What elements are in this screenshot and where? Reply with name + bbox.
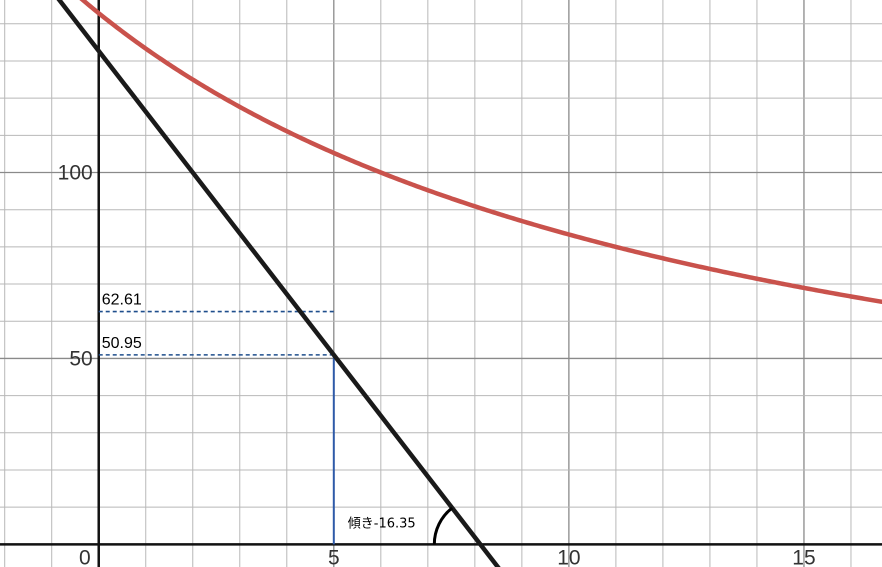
tick-labels: 0 5 10 15 50 100 [58,162,816,567]
x-tick-label: 0 [79,546,91,567]
series-curve [79,0,882,305]
slope-label: 傾き-16.35 [348,516,416,531]
annotation-guides [98,310,335,545]
y-tick-label: 100 [58,162,93,185]
y-tick-label: 50 [69,347,92,370]
annotation-value-50: 50.95 [102,335,142,352]
x-tick-label: 15 [792,546,815,567]
annotation-labels: 傾き-16.35 62.61 50.95 [102,292,416,532]
slope-angle [432,506,454,545]
annotation-value-62: 62.61 [102,292,142,309]
x-tick-label: 5 [328,546,340,567]
slope-angle-arc [432,506,454,545]
x-tick-label: 10 [557,546,580,567]
